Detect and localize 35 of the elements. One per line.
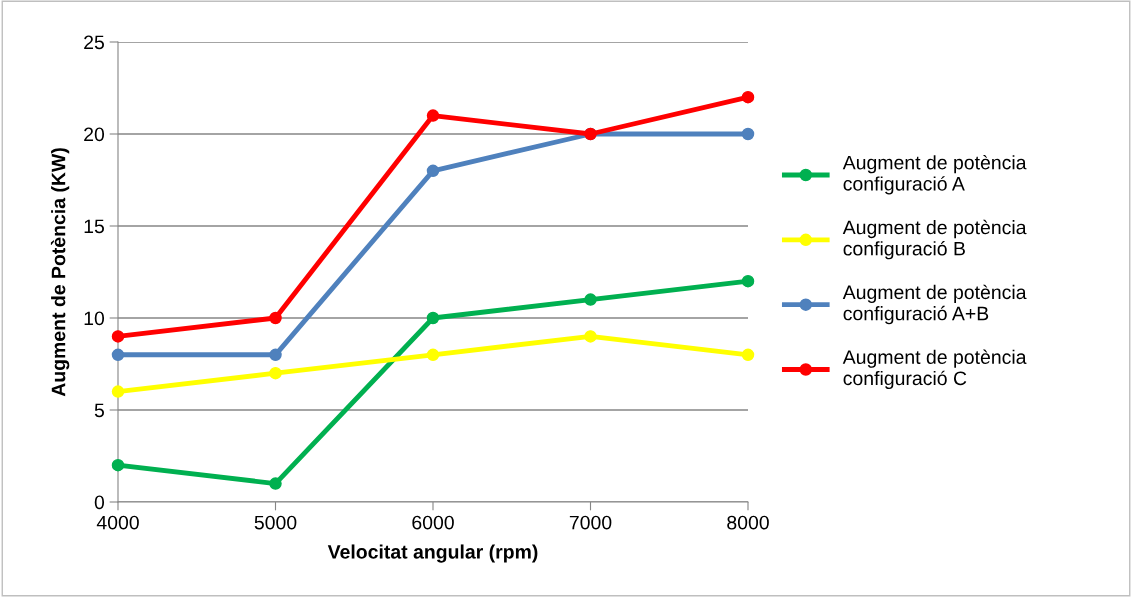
point xyxy=(584,330,597,343)
point xyxy=(741,274,755,288)
point xyxy=(426,109,440,122)
point xyxy=(426,311,440,325)
x-tick-label: 8000 xyxy=(727,515,769,530)
x-tick-label: 6000 xyxy=(412,515,454,530)
point xyxy=(741,90,755,104)
legend-label: Augment de potència configuració A xyxy=(842,154,1027,195)
x-tick-label: 4000 xyxy=(96,515,139,530)
legend-label: Augment de potència configuració A+B xyxy=(842,284,1027,325)
y-tick-label: 15 xyxy=(84,219,104,234)
point xyxy=(269,348,282,362)
x-tick-label: 5000 xyxy=(254,515,297,530)
y-tick-label: 10 xyxy=(84,311,105,326)
point xyxy=(426,348,440,362)
point xyxy=(269,311,282,325)
point xyxy=(741,348,755,362)
legend-label: Augment de potència configuració B xyxy=(842,219,1027,260)
point xyxy=(426,164,440,178)
x-axis-title: Velocitat angular (rpm) xyxy=(327,544,538,563)
y-tick-label: 25 xyxy=(84,35,104,50)
point xyxy=(269,366,282,380)
x-tick-label: 7000 xyxy=(569,515,612,530)
point xyxy=(111,385,125,398)
y-axis-title: Augment de Potència (KW) xyxy=(50,148,70,397)
point xyxy=(269,477,282,490)
point xyxy=(111,348,125,362)
point xyxy=(111,330,125,343)
point xyxy=(111,458,125,472)
y-tick-label: 0 xyxy=(94,495,105,510)
y-tick-label: 20 xyxy=(84,127,105,142)
point xyxy=(584,293,597,306)
point xyxy=(741,127,755,141)
legend-label: Augment de potència configuració C xyxy=(842,349,1027,390)
y-tick-label: 5 xyxy=(94,403,104,418)
